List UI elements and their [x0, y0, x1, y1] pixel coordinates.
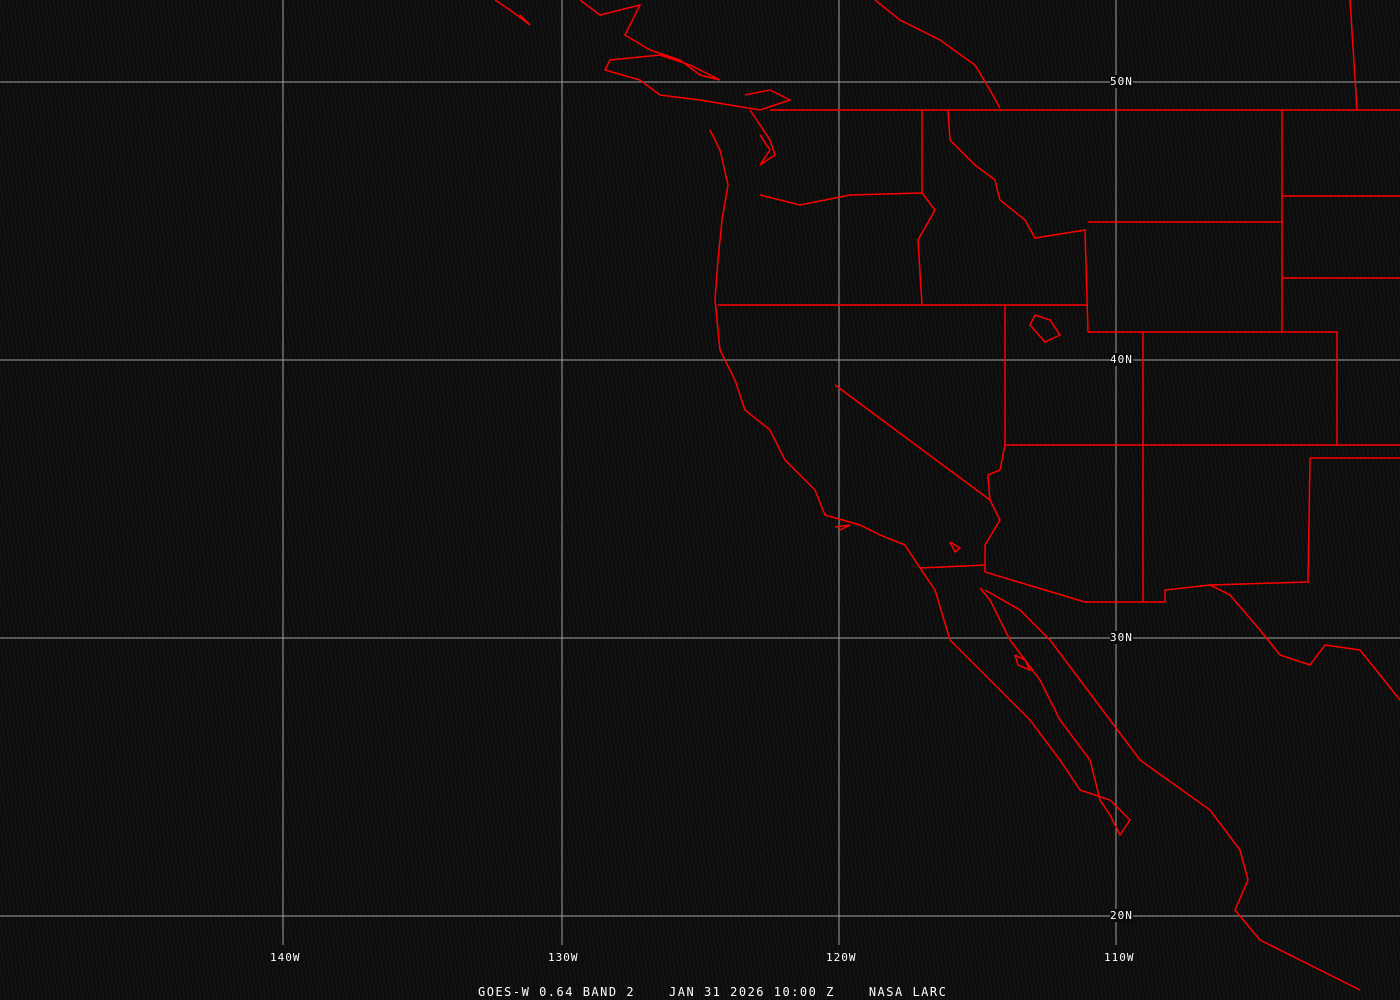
new-mexico-border-2 [1209, 457, 1311, 586]
lon-label-130w: 130W [548, 951, 579, 964]
lat-lon-grid [0, 0, 1400, 945]
idaho-montana-border [947, 109, 1089, 333]
lat-label-20n: 20N [1110, 909, 1133, 922]
salton-sea [949, 541, 962, 554]
lat-label-40n: 40N [1110, 353, 1133, 366]
lat-label-50n: 50N [1110, 75, 1133, 88]
bc-coast-islands [579, 0, 792, 111]
ca-nv-border [834, 384, 991, 501]
puget-sound [749, 109, 776, 166]
wa-or-border [759, 192, 923, 206]
utah-wyoming-border [1088, 331, 1338, 445]
bc-north-coast [874, 0, 1001, 109]
lon-label-140w: 140W [270, 951, 301, 964]
lat-label-30n: 30N [1110, 631, 1133, 644]
us-mexico-border [919, 564, 1400, 701]
source-label: NASA LARC [868, 985, 948, 999]
product-label: GOES-W 0.64 BAND 2 [478, 985, 636, 999]
datetime-label: JAN 31 2026 10:00 Z [669, 985, 835, 999]
lon-label-110w: 110W [1104, 951, 1135, 964]
bc-coast [494, 0, 531, 26]
baja-islands [1014, 654, 1032, 672]
great-salt-lake [1029, 314, 1062, 343]
alberta-sask-border [1349, 0, 1358, 111]
image-caption: GOES-W 0.64 BAND 2 JAN 31 2026 10:00 Z NAS… [478, 985, 981, 999]
political-boundaries [494, 0, 1400, 991]
lon-label-120w: 120W [826, 951, 857, 964]
idaho-west-border [917, 110, 936, 306]
mexico-coast [984, 589, 1361, 991]
nevada-east-border [984, 305, 1006, 565]
west-coast [709, 129, 1131, 837]
channel-islands [834, 524, 851, 531]
